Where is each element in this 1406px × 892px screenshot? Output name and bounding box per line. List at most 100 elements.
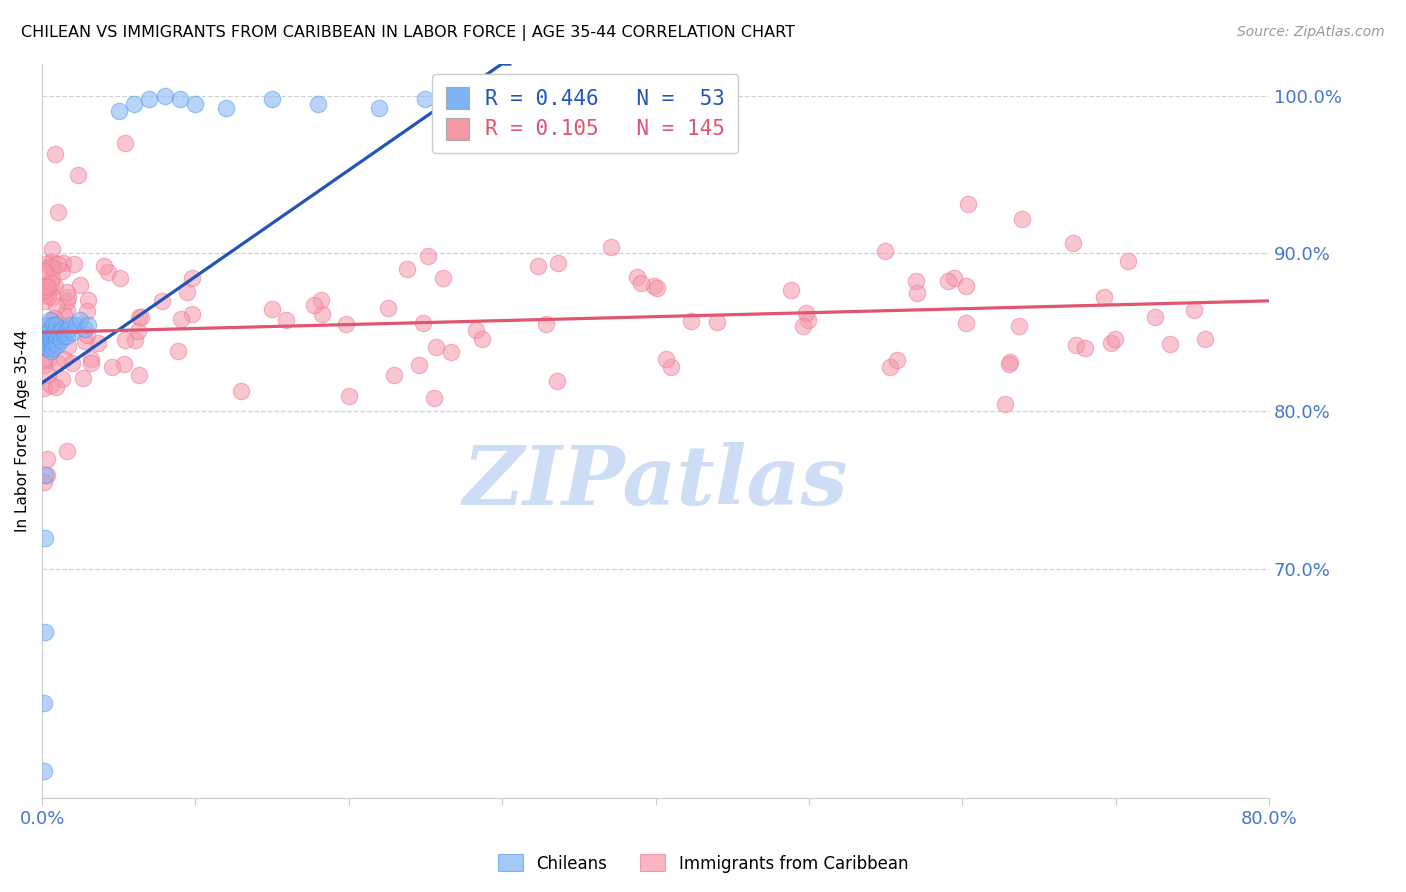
- Point: [905, 274, 928, 288]
- Point: [39, 378, 62, 392]
- Point: [37, 318, 59, 332]
- Point: [46, 328, 69, 343]
- Point: [32, 381, 55, 395]
- Point: [176, 285, 198, 299]
- Point: [879, 360, 901, 375]
- Point: [1008, 319, 1031, 334]
- Point: [48, 326, 70, 340]
- Point: [415, 92, 437, 106]
- Legend: R = 0.446   N =  53, R = 0.105   N = 145: R = 0.446 N = 53, R = 0.105 N = 145: [432, 74, 738, 153]
- Point: [45, 334, 67, 348]
- Point: [37, 334, 59, 348]
- Point: [52, 328, 75, 343]
- Point: [108, 271, 131, 285]
- Text: Source: ZipAtlas.com: Source: ZipAtlas.com: [1237, 25, 1385, 39]
- Point: [45, 318, 67, 332]
- Point: [51, 264, 73, 278]
- Point: [32, 764, 55, 779]
- Point: [169, 311, 191, 326]
- Point: [49, 334, 72, 348]
- Point: [408, 359, 430, 373]
- Point: [274, 313, 297, 327]
- Point: [464, 323, 486, 337]
- Point: [526, 259, 548, 273]
- Point: [53, 326, 76, 340]
- Point: [875, 244, 897, 259]
- Point: [124, 334, 146, 348]
- Point: [491, 92, 513, 106]
- Point: [779, 283, 801, 297]
- Point: [37, 256, 59, 270]
- Point: [1182, 303, 1205, 318]
- Point: [423, 392, 446, 406]
- Point: [679, 314, 702, 328]
- Point: [44, 336, 66, 351]
- Point: [38, 313, 60, 327]
- Point: [231, 384, 253, 398]
- Point: [335, 317, 357, 331]
- Point: [659, 359, 682, 374]
- Point: [936, 274, 959, 288]
- Point: [184, 96, 207, 111]
- Point: [32, 284, 55, 298]
- Point: [32, 697, 55, 711]
- Point: [35, 336, 58, 351]
- Point: [37, 341, 59, 355]
- Point: [52, 308, 75, 322]
- Point: [42, 341, 65, 355]
- Point: [44, 279, 66, 293]
- Point: [72, 371, 94, 385]
- Point: [32, 334, 55, 349]
- Point: [76, 328, 98, 343]
- Point: [38, 328, 60, 343]
- Point: [37, 353, 59, 368]
- Point: [80, 356, 103, 370]
- Legend: Chileans, Immigrants from Caribbean: Chileans, Immigrants from Caribbean: [491, 847, 915, 880]
- Point: [181, 271, 204, 285]
- Point: [260, 301, 283, 316]
- Point: [150, 293, 173, 308]
- Point: [39, 260, 62, 274]
- Point: [44, 326, 66, 340]
- Point: [35, 332, 58, 346]
- Point: [706, 315, 728, 329]
- Point: [56, 290, 79, 304]
- Point: [52, 351, 75, 366]
- Point: [46, 257, 69, 271]
- Point: [32, 284, 55, 298]
- Point: [471, 332, 494, 346]
- Point: [180, 307, 202, 321]
- Point: [955, 316, 977, 330]
- Point: [128, 310, 150, 324]
- Point: [34, 351, 56, 365]
- Point: [311, 307, 333, 321]
- Point: [35, 278, 58, 293]
- Point: [46, 205, 69, 219]
- Point: [76, 293, 98, 307]
- Point: [1099, 335, 1122, 350]
- Point: [101, 359, 124, 374]
- Point: [35, 330, 58, 344]
- Point: [69, 277, 91, 292]
- Point: [46, 356, 69, 370]
- Point: [1000, 355, 1022, 369]
- Point: [56, 293, 79, 308]
- Point: [215, 101, 238, 115]
- Point: [56, 285, 79, 299]
- Point: [337, 389, 360, 403]
- Point: [80, 351, 103, 366]
- Point: [49, 326, 72, 341]
- Point: [794, 306, 817, 320]
- Point: [444, 88, 467, 103]
- Point: [69, 313, 91, 327]
- Point: [600, 239, 623, 253]
- Point: [39, 334, 62, 348]
- Point: [1064, 337, 1087, 351]
- Point: [32, 358, 55, 372]
- Point: [34, 294, 56, 309]
- Point: [262, 92, 284, 106]
- Point: [956, 196, 979, 211]
- Point: [114, 333, 136, 347]
- Point: [112, 357, 135, 371]
- Point: [307, 96, 329, 111]
